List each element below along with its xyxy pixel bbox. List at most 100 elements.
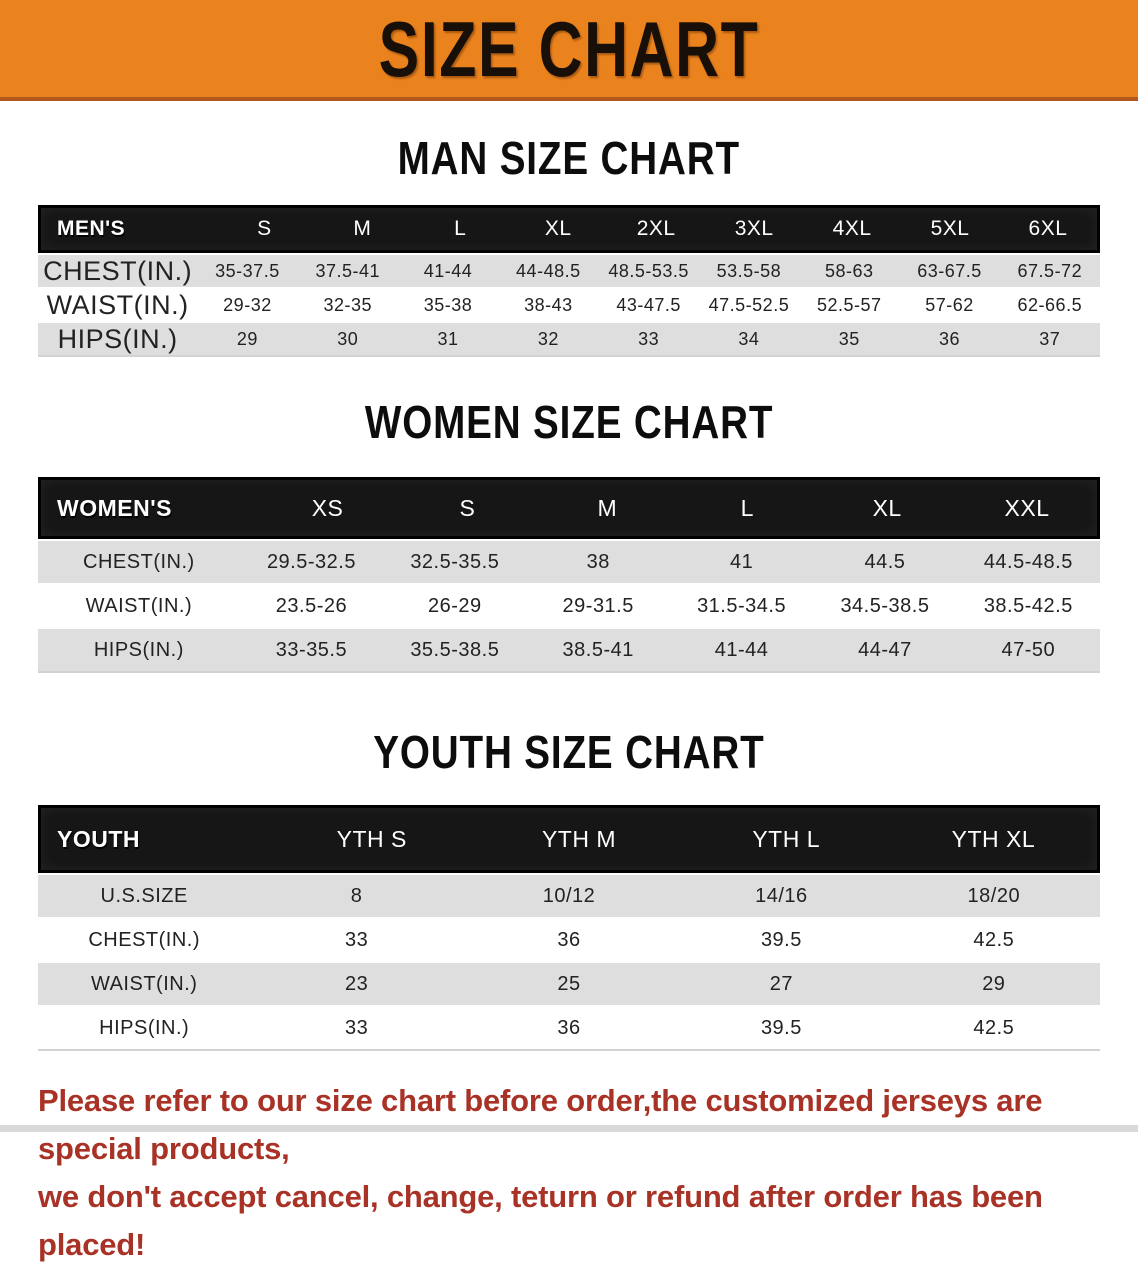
size-value-cell: 41 <box>729 550 754 573</box>
size-value-cell: 42.5 <box>973 1016 1015 1039</box>
size-value-cell: 18/20 <box>967 884 1021 907</box>
measurement-label: U.S.SIZE <box>100 884 188 907</box>
women-size-table: WOMEN'S XS S M L XL XXL CHEST(IN.) 29.5-32.5 32.5… <box>38 477 1100 673</box>
table-row: WAIST(IN.) 29-32 32-35 35-38 38-43 43-47.5 47.… <box>38 287 1100 321</box>
size-value-cell: 23 <box>344 972 369 995</box>
measurement-label: CHEST(IN.) <box>88 928 201 951</box>
size-value-cell: 44-47 <box>858 638 912 661</box>
size-value-cell: 39.5 <box>760 1016 802 1039</box>
youth-table-header-row: YOUTH YTH S YTH M YTH L YTH XL <box>38 805 1100 873</box>
measurement-label: CHEST(IN.) <box>43 255 193 286</box>
size-value-cell: 29 <box>982 972 1006 995</box>
size-value-cell: 36 <box>557 1016 581 1039</box>
size-value-cell: 34 <box>738 328 760 349</box>
size-value-cell: 29-32 <box>223 294 272 315</box>
youth-size-column-header: YTH L <box>752 825 821 852</box>
measurement-label: HIPS(IN.) <box>93 638 184 661</box>
size-value-cell: 33 <box>638 328 660 349</box>
women-table-header-row: WOMEN'S XS S M L XL XXL <box>38 477 1100 539</box>
size-value-cell: 14/16 <box>755 884 808 907</box>
order-policy-note: Please refer to our size chart before or… <box>38 1077 1100 1269</box>
youth-size-column-header: YTH XL <box>951 825 1036 852</box>
men-size-column-header: 5XL <box>930 217 970 240</box>
men-section-heading: MAN SIZE CHART <box>0 101 1138 205</box>
size-value-cell: 35-38 <box>423 294 473 315</box>
men-corner-label: MEN'S <box>57 217 126 240</box>
size-value-cell: 53.5-58 <box>716 260 782 281</box>
size-value-cell: 41-44 <box>714 638 769 661</box>
size-value-cell: 35 <box>838 328 860 349</box>
men-size-column-header: 3XL <box>734 217 774 240</box>
size-value-cell: 37.5-41 <box>315 260 381 281</box>
women-heading-text: WOMEN SIZE CHART <box>364 396 774 448</box>
size-value-cell: 47-50 <box>1001 638 1056 661</box>
size-value-cell: 44.5 <box>864 550 906 573</box>
size-value-cell: 29 <box>236 328 258 349</box>
size-value-cell: 32-35 <box>323 294 373 315</box>
size-value-cell: 33 <box>344 928 369 951</box>
size-value-cell: 57-62 <box>925 294 974 315</box>
men-size-column-header: M <box>353 217 372 240</box>
size-value-cell: 31.5-34.5 <box>697 594 787 617</box>
youth-section: YOUTH SIZE CHART YOUTH YTH S YTH M YTH L YTH… <box>0 673 1138 1051</box>
youth-size-column-header: YTH M <box>541 825 617 852</box>
women-size-column-header: L <box>740 494 754 521</box>
size-value-cell: 58-63 <box>824 260 874 281</box>
women-size-column-header: XL <box>872 494 902 521</box>
size-value-cell: 48.5-53.5 <box>608 260 689 281</box>
policy-line-2: we don't accept cancel, change, teturn o… <box>38 1179 1043 1262</box>
table-row: WAIST(IN.) 23.5-26 26-29 29-31.5 31.5-34.5 34… <box>38 583 1100 627</box>
women-section-heading: WOMEN SIZE CHART <box>0 357 1138 477</box>
size-value-cell: 38 <box>586 550 610 573</box>
men-size-column-header: 6XL <box>1028 217 1068 240</box>
size-value-cell: 42.5 <box>973 928 1015 951</box>
youth-section-heading: YOUTH SIZE CHART <box>0 673 1138 805</box>
youth-corner-label: YOUTH <box>57 825 140 852</box>
men-size-column-header: 2XL <box>636 217 676 240</box>
size-value-cell: 47.5-52.5 <box>708 294 790 315</box>
men-section: MAN SIZE CHART MEN'S S M L XL 2XL 3XL 4XL 5XL 6XL… <box>0 101 1138 357</box>
table-row: HIPS(IN.) 33-35.5 35.5-38.5 38.5-41 41-44 44-… <box>38 627 1100 671</box>
size-value-cell: 38.5-41 <box>562 638 634 661</box>
men-heading-text: MAN SIZE CHART <box>397 132 741 184</box>
youth-heading-text: YOUTH SIZE CHART <box>373 726 765 778</box>
youth-size-table: YOUTH YTH S YTH M YTH L YTH XL U.S.SIZE 8 10/12… <box>38 805 1100 1051</box>
youth-size-column-header: YTH S <box>336 825 407 852</box>
women-size-column-header: S <box>459 494 476 521</box>
size-value-cell: 29.5-32.5 <box>266 550 356 573</box>
table-row: CHEST(IN.) 35-37.5 37.5-41 41-44 44-48.5 48.5… <box>38 253 1100 287</box>
bottom-edge-strip <box>0 1125 1138 1132</box>
size-value-cell: 37 <box>1039 328 1061 349</box>
measurement-label: CHEST(IN.) <box>83 550 195 573</box>
size-value-cell: 44-48.5 <box>516 260 581 281</box>
size-value-cell: 10/12 <box>542 884 596 907</box>
measurement-label: HIPS(IN.) <box>99 1016 190 1039</box>
size-value-cell: 23.5-26 <box>275 594 348 617</box>
size-value-cell: 44.5-48.5 <box>983 550 1073 573</box>
table-row: U.S.SIZE 8 10/12 14/16 18/20 <box>38 873 1100 917</box>
size-value-cell: 8 <box>350 884 363 907</box>
table-row: HIPS(IN.) 33 36 39.5 42.5 <box>38 1005 1100 1049</box>
men-size-column-header: S <box>257 217 272 240</box>
size-chart-banner: SIZE CHART <box>0 0 1138 101</box>
women-section: WOMEN SIZE CHART WOMEN'S XS S M L XL XXL CHEST(… <box>0 357 1138 673</box>
size-value-cell: 32.5-35.5 <box>410 550 500 573</box>
measurement-label: HIPS(IN.) <box>57 323 178 354</box>
size-value-cell: 33 <box>344 1016 369 1039</box>
banner-title: SIZE CHART <box>378 4 760 93</box>
table-row: WAIST(IN.) 23 25 27 29 <box>38 961 1100 1005</box>
size-value-cell: 38-43 <box>524 294 573 315</box>
size-value-cell: 32 <box>537 328 559 349</box>
size-value-cell: 38.5-42.5 <box>983 594 1073 617</box>
size-value-cell: 39.5 <box>760 928 802 951</box>
size-value-cell: 62-66.5 <box>1017 294 1083 315</box>
size-value-cell: 25 <box>557 972 581 995</box>
women-size-column-header: XXL <box>1004 494 1050 521</box>
men-size-column-header: L <box>454 217 467 240</box>
size-value-cell: 27 <box>769 972 794 995</box>
table-row: HIPS(IN.) 29 30 31 32 33 34 35 36 37 <box>38 321 1100 355</box>
size-value-cell: 30 <box>337 328 359 349</box>
size-value-cell: 36 <box>557 928 581 951</box>
women-size-column-header: M <box>597 494 618 521</box>
size-value-cell: 35.5-38.5 <box>410 638 500 661</box>
